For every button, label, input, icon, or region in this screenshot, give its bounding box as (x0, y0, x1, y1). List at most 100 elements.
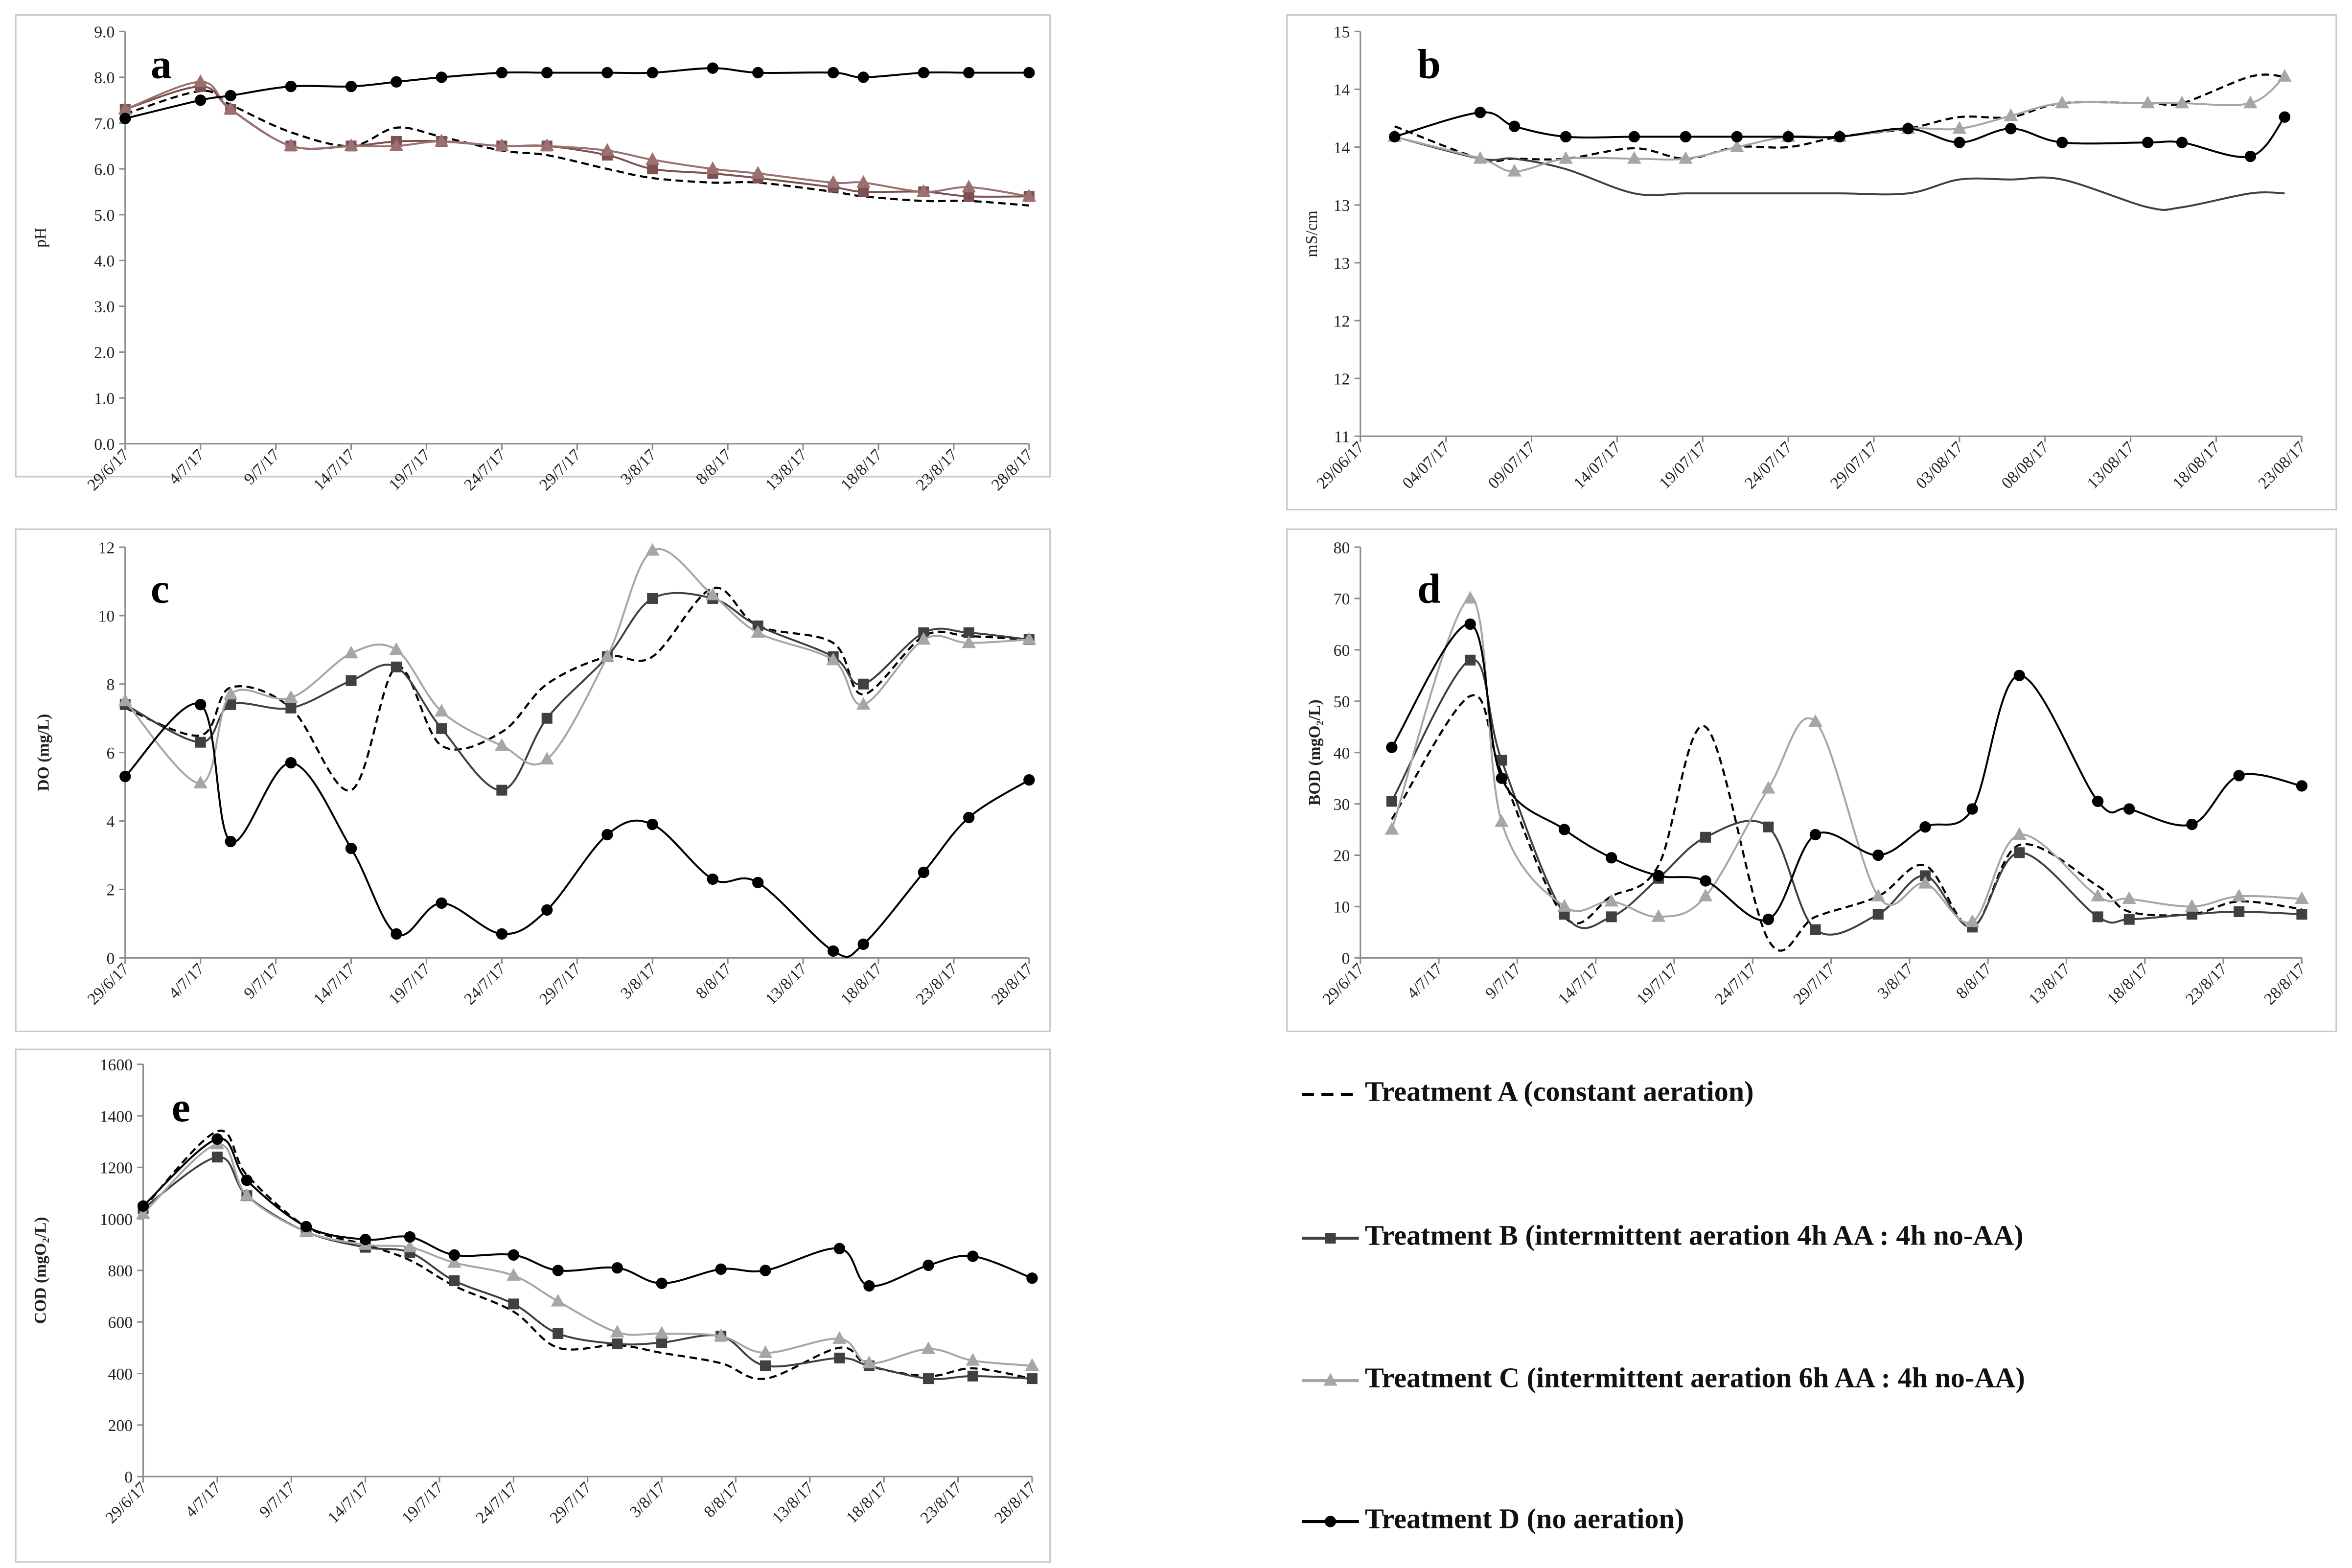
marker (962, 635, 976, 648)
marker (495, 138, 509, 151)
marker (137, 1200, 149, 1212)
marker (647, 593, 658, 604)
marker (857, 938, 869, 950)
marker (921, 1341, 936, 1354)
y-tick-label: 1.0 (94, 390, 115, 408)
marker (967, 1370, 978, 1382)
marker (1678, 151, 1693, 164)
marker (758, 1345, 773, 1358)
y-tick-label: 12 (98, 539, 115, 557)
marker (1026, 1373, 1038, 1384)
marker (1023, 774, 1035, 786)
marker (1902, 123, 1914, 135)
y-tick-label: 13 (1334, 254, 1350, 273)
marker (1627, 151, 1641, 164)
y-tick-label: 600 (108, 1314, 133, 1332)
marker (918, 67, 929, 79)
marker (389, 138, 404, 151)
marker (646, 818, 658, 830)
marker (1473, 151, 1487, 164)
y-tick-label: 10 (98, 607, 115, 625)
marker (344, 646, 358, 659)
marker (436, 71, 447, 83)
marker (2233, 770, 2245, 782)
marker (1558, 824, 1570, 835)
marker (1465, 654, 1476, 666)
marker (1474, 107, 1486, 118)
marker (826, 652, 840, 666)
y-tick-label: 10 (1334, 899, 1350, 917)
y-tick-label: 40 (1334, 744, 1350, 762)
y-tick-label: 15 (1334, 23, 1350, 42)
marker (136, 1206, 150, 1219)
marker (1782, 131, 1794, 142)
marker (610, 1324, 624, 1337)
marker (1026, 1272, 1038, 1284)
y-axis-title: DO (mg/L) (35, 714, 53, 791)
y-axis-title: BOD (mgO₂/L) (1306, 699, 1324, 806)
marker (284, 138, 298, 151)
marker (1386, 796, 1397, 807)
marker (225, 699, 236, 710)
panel-letter: a (151, 41, 172, 87)
series-line (1391, 694, 2302, 952)
marker (2055, 95, 2070, 109)
marker (284, 690, 298, 703)
marker (963, 811, 975, 824)
marker (834, 1352, 845, 1364)
marker (966, 1353, 980, 1366)
marker (285, 757, 297, 769)
marker (2296, 909, 2307, 920)
marker (434, 134, 449, 147)
marker (285, 702, 297, 714)
marker (1384, 822, 1399, 835)
marker (1606, 852, 1617, 864)
marker (553, 1328, 564, 1339)
marker (193, 776, 208, 789)
y-tick-label: 1400 (100, 1107, 133, 1126)
marker (2234, 906, 2245, 917)
panel-frame (15, 1048, 1051, 1563)
marker (1604, 894, 1619, 907)
marker (963, 67, 975, 79)
series-line (125, 90, 1029, 207)
marker (1022, 632, 1037, 645)
marker (1025, 1358, 1039, 1371)
marker (751, 625, 765, 638)
marker (601, 829, 613, 841)
y-tick-label: 14 (1334, 81, 1350, 99)
marker (1324, 1516, 1337, 1527)
y-tick-label: 60 (1334, 642, 1350, 660)
marker (496, 67, 508, 79)
y-tick-label: 0 (124, 1468, 133, 1486)
marker (1762, 913, 1774, 925)
series-line (125, 67, 1029, 120)
marker (962, 180, 976, 192)
marker (1508, 120, 1521, 132)
marker (1325, 1233, 1336, 1244)
marker (541, 67, 553, 79)
marker (2141, 95, 2155, 109)
marker (2123, 914, 2135, 925)
marker (211, 1133, 223, 1145)
marker (922, 1259, 934, 1271)
marker (707, 62, 718, 74)
marker (1919, 821, 1931, 833)
marker (916, 184, 931, 197)
y-tick-label: 0 (1341, 950, 1350, 968)
marker (1463, 591, 1477, 604)
marker (2014, 847, 2025, 858)
marker (1965, 914, 1980, 927)
marker (707, 873, 718, 885)
marker (760, 1360, 771, 1371)
marker (827, 945, 839, 957)
marker (1808, 714, 1822, 727)
marker (863, 1280, 875, 1292)
marker (1496, 755, 1507, 766)
marker (646, 67, 658, 79)
marker (601, 67, 613, 79)
y-tick-label: 2.0 (94, 344, 115, 362)
marker (1810, 924, 1821, 935)
y-tick-label: 2 (106, 881, 115, 899)
y-tick-label: 1000 (100, 1211, 133, 1229)
